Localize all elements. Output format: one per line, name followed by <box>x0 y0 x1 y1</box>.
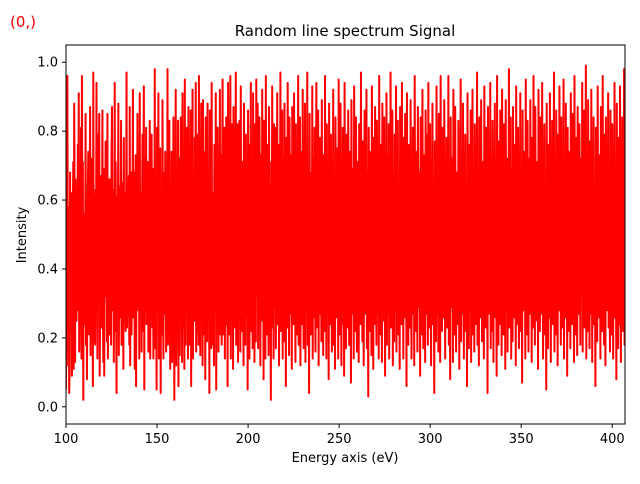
x-tick-label: 350 <box>509 432 534 447</box>
corner-annotation: (0,) <box>10 13 36 31</box>
x-tick-label: 250 <box>327 432 352 447</box>
x-tick-label: 300 <box>418 432 443 447</box>
y-axis-label: Intensity <box>15 206 30 263</box>
y-tick-label: 1.0 <box>37 56 58 71</box>
x-tick-label: 400 <box>600 432 625 447</box>
axes-frame <box>65 44 626 425</box>
y-tick-label: 0.8 <box>37 125 58 140</box>
y-tick-label: 0.4 <box>37 262 58 277</box>
x-axis-label: Energy axis (eV) <box>292 451 399 466</box>
chart-title: Random line spectrum Signal <box>235 22 456 40</box>
y-tick-label: 0.0 <box>37 400 58 415</box>
x-tick-label: 150 <box>145 432 170 447</box>
x-axis: 100 150 200 250 300 350 400 <box>54 424 625 447</box>
x-tick-label: 100 <box>54 432 79 447</box>
y-tick-label: 0.2 <box>37 331 58 346</box>
series-line <box>66 64 625 401</box>
y-axis: 0.0 0.2 0.4 0.6 0.8 1.0 <box>37 56 66 415</box>
y-tick-label: 0.6 <box>37 194 58 209</box>
x-tick-label: 200 <box>236 432 261 447</box>
